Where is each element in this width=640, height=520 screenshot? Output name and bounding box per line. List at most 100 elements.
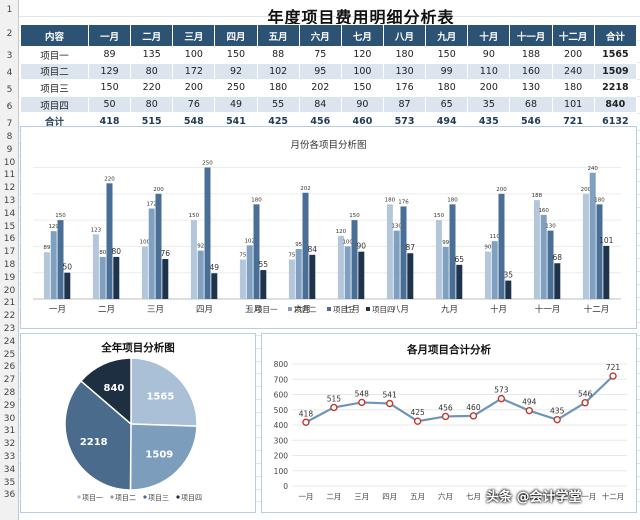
row-total-cell[interactable]: 2218 — [593, 79, 638, 97]
row-number[interactable]: 1 — [6, 5, 13, 15]
table-header-cell[interactable]: 十二月 — [551, 24, 595, 47]
monthly-total-line-chart-panel[interactable]: 各月项目合计分析 0 100 200 300 400 500 600 700 800 418 515… — [261, 333, 637, 513]
table-cell[interactable]: 49 — [214, 95, 258, 114]
row-number[interactable]: 23 — [3, 324, 16, 334]
row-label-cell[interactable]: 项目三 — [20, 79, 89, 97]
table-cell[interactable]: 50 — [87, 95, 132, 114]
row-number[interactable]: 19 — [3, 272, 16, 283]
row-label-cell[interactable]: 项目四 — [20, 95, 89, 114]
table-cell[interactable]: 202 — [298, 79, 342, 97]
table-cell[interactable]: 65 — [425, 95, 469, 114]
table-cell[interactable]: 75 — [298, 46, 342, 64]
row-number[interactable]: 2 — [6, 29, 13, 39]
row-number[interactable]: 27 — [3, 375, 16, 386]
table-cell[interactable]: 80 — [130, 62, 174, 81]
row-total-cell[interactable]: 840 — [593, 95, 638, 114]
row-number[interactable]: 20 — [3, 285, 16, 296]
table-cell[interactable]: 240 — [551, 62, 595, 81]
row-label-cell[interactable]: 项目二 — [20, 62, 89, 81]
table-cell[interactable]: 88 — [256, 46, 300, 64]
table-cell[interactable]: 200 — [467, 79, 511, 97]
row-number[interactable]: 5 — [6, 85, 13, 95]
row-number[interactable]: 11 — [3, 170, 16, 181]
table-header-cell[interactable]: 九月 — [425, 24, 469, 47]
row-number[interactable]: 22 — [3, 311, 16, 322]
row-number[interactable]: 26 — [3, 362, 16, 373]
table-cell[interactable]: 35 — [467, 95, 511, 114]
table-cell[interactable]: 92 — [214, 62, 258, 81]
table-cell[interactable]: 250 — [214, 79, 258, 97]
row-number[interactable]: 36 — [3, 490, 16, 501]
row-total-cell[interactable]: 1509 — [593, 62, 638, 81]
row-number[interactable]: 29 — [3, 400, 16, 411]
table-header-cell[interactable]: 三月 — [172, 24, 216, 47]
row-label-cell[interactable]: 合计 — [20, 112, 89, 130]
row-label-cell[interactable]: 项目一 — [20, 46, 89, 64]
monthly-bar-chart-panel[interactable]: 月份各项目分析图 89 129 150 50 一月 123 80 220 80 二月 100 172 2… — [20, 126, 637, 329]
table-cell[interactable]: 456 — [298, 112, 342, 130]
table-cell[interactable]: 68 — [509, 95, 553, 114]
table-cell[interactable]: 180 — [382, 46, 427, 64]
table-header-cell[interactable]: 十月 — [467, 24, 511, 47]
row-number[interactable]: 13 — [3, 196, 16, 206]
row-number[interactable]: 35 — [3, 477, 16, 488]
row-number[interactable]: 31 — [3, 426, 16, 437]
table-cell[interactable]: 150 — [425, 46, 469, 64]
row-number[interactable]: 4 — [6, 68, 13, 78]
table-cell[interactable]: 180 — [256, 79, 300, 97]
table-header-cell[interactable]: 合计 — [593, 24, 638, 47]
table-cell[interactable]: 176 — [382, 79, 427, 97]
table-cell[interactable]: 89 — [87, 46, 132, 64]
table-cell[interactable]: 150 — [87, 79, 132, 97]
table-header-cell[interactable]: 二月 — [130, 24, 174, 47]
row-number[interactable]: 18 — [3, 260, 16, 270]
table-cell[interactable]: 102 — [256, 62, 300, 81]
table-cell[interactable]: 200 — [551, 46, 595, 64]
row-number[interactable]: 24 — [3, 336, 16, 347]
row-number[interactable]: 17 — [3, 247, 16, 258]
table-header-cell[interactable]: 一月 — [87, 24, 132, 47]
table-header-cell[interactable]: 四月 — [214, 24, 258, 47]
row-number[interactable]: 28 — [3, 388, 16, 398]
table-cell[interactable]: 150 — [214, 46, 258, 64]
table-cell[interactable]: 172 — [172, 62, 216, 81]
table-cell[interactable]: 188 — [509, 46, 553, 64]
annual-pie-chart-panel[interactable]: 全年项目分析图 1565 1509 2218 840 项目一 项目二 项目三 项目四 — [20, 333, 256, 513]
table-cell[interactable]: 200 — [172, 79, 216, 97]
table-header-cell[interactable]: 内容 — [20, 24, 89, 47]
row-number[interactable]: 9 — [6, 144, 13, 155]
table-cell[interactable]: 573 — [382, 112, 427, 130]
table-cell[interactable]: 55 — [256, 95, 300, 114]
row-total-cell[interactable]: 6132 — [593, 112, 638, 130]
table-cell[interactable]: 135 — [130, 46, 174, 64]
table-cell[interactable]: 95 — [298, 62, 342, 81]
table-cell[interactable]: 418 — [87, 112, 132, 130]
row-number[interactable]: 6 — [6, 102, 13, 112]
table-cell[interactable]: 87 — [382, 95, 427, 114]
table-cell[interactable]: 90 — [467, 46, 511, 64]
row-number[interactable]: 15 — [3, 221, 16, 232]
row-number[interactable]: 7 — [6, 119, 13, 129]
row-number[interactable]: 8 — [6, 132, 13, 142]
table-header-cell[interactable]: 八月 — [382, 24, 427, 47]
row-total-cell[interactable]: 1565 — [593, 46, 638, 64]
row-number[interactable]: 21 — [3, 298, 16, 309]
table-cell[interactable]: 101 — [551, 95, 595, 114]
table-cell[interactable]: 80 — [130, 95, 174, 114]
table-cell[interactable]: 220 — [130, 79, 174, 97]
row-number[interactable]: 33 — [3, 452, 16, 462]
row-number[interactable]: 16 — [3, 234, 16, 245]
row-number[interactable]: 12 — [3, 183, 16, 194]
table-cell[interactable]: 90 — [340, 95, 384, 114]
table-cell[interactable]: 99 — [425, 62, 469, 81]
table-cell[interactable]: 130 — [509, 79, 553, 97]
table-cell[interactable]: 435 — [467, 112, 511, 130]
table-cell[interactable]: 160 — [509, 62, 553, 81]
table-header-cell[interactable]: 七月 — [340, 24, 384, 47]
row-number[interactable]: 30 — [3, 413, 16, 424]
table-cell[interactable]: 150 — [340, 79, 384, 97]
table-header-cell[interactable]: 六月 — [298, 24, 342, 47]
table-cell[interactable]: 130 — [382, 62, 427, 81]
row-number[interactable]: 32 — [3, 439, 16, 450]
table-cell[interactable]: 110 — [467, 62, 511, 81]
